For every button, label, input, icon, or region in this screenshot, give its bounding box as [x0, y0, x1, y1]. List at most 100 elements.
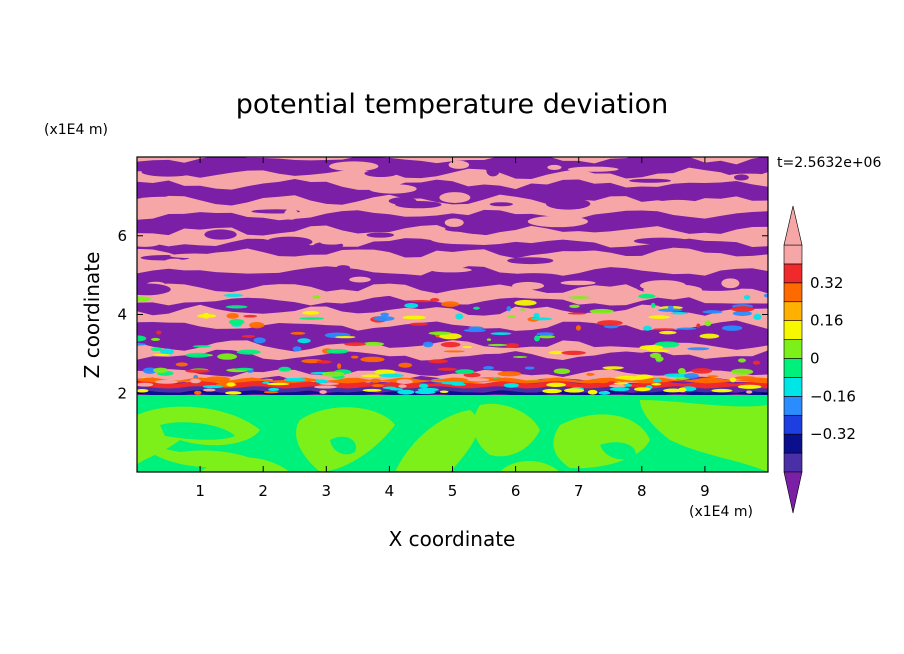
- field-filament: [497, 371, 521, 377]
- x-axis-label: X coordinate: [389, 527, 516, 551]
- inversion-filament: [542, 388, 562, 394]
- colorbar-segment: [783, 244, 803, 265]
- field-band-positive: [137, 247, 768, 277]
- x-tick-label: 3: [322, 482, 332, 500]
- inversion-filament: [729, 377, 737, 383]
- field-band-positive: [137, 283, 768, 306]
- field-filament: [361, 374, 384, 378]
- x-tick-label: 1: [195, 482, 205, 500]
- field-filament: [302, 310, 320, 315]
- field-filament: [443, 350, 465, 353]
- inversion-filament: [651, 383, 662, 386]
- field-filament: [226, 312, 239, 319]
- colorbar-segment: [783, 320, 803, 340]
- field-filament: [292, 346, 302, 352]
- inversion-filament: [189, 378, 201, 384]
- field-filament: [463, 328, 486, 333]
- field-filament: [731, 368, 754, 375]
- field-blob: [366, 232, 394, 238]
- field-filament: [589, 308, 614, 314]
- field-filament: [290, 331, 306, 335]
- inversion-filament: [503, 383, 519, 388]
- inversion-filament: [203, 388, 216, 392]
- field-blob: [502, 273, 566, 283]
- field-filament: [602, 366, 624, 370]
- field-blob: [266, 236, 313, 248]
- field-filament: [192, 345, 211, 348]
- x-tick-label: 9: [700, 482, 710, 500]
- field-filament: [538, 335, 556, 339]
- field-filament: [362, 341, 385, 347]
- field-plume: [395, 410, 479, 472]
- colorbar-under-arrow: [783, 471, 803, 514]
- field-island: [330, 436, 356, 455]
- field-filament: [153, 367, 169, 373]
- field-blob: [560, 280, 596, 286]
- field-filament: [455, 313, 464, 320]
- inversion-filament: [319, 382, 340, 385]
- inversion-filament: [418, 383, 429, 389]
- x-tick-label: 4: [385, 482, 395, 500]
- plot-area: [137, 157, 768, 472]
- inversion-filament: [154, 379, 178, 384]
- field-filament: [437, 367, 458, 371]
- field-filament: [223, 293, 244, 297]
- field-filament: [696, 323, 701, 328]
- field-filament: [335, 335, 356, 339]
- inversion-filament: [226, 382, 236, 387]
- colorbar-label: −0.32: [810, 425, 856, 443]
- field-filament: [567, 312, 587, 315]
- field-blob: [628, 178, 672, 183]
- field-filament: [243, 314, 258, 318]
- inversion-filament: [609, 387, 630, 392]
- x-tick-label: 5: [448, 482, 458, 500]
- inversion-band: [137, 377, 768, 397]
- colorbar-segment: [783, 396, 803, 416]
- inversion-filament: [467, 378, 490, 382]
- inversion-filament: [613, 382, 629, 385]
- x-tick-label: 7: [574, 482, 584, 500]
- field-filament: [505, 343, 520, 348]
- field-filament: [380, 312, 389, 317]
- field-filament: [707, 375, 719, 378]
- field-blob: [137, 236, 163, 247]
- field-blob: [284, 208, 299, 220]
- y-tick-label: 4: [117, 306, 127, 324]
- field-filament: [753, 313, 762, 320]
- y-axis-label: Z coordinate: [80, 252, 104, 379]
- field-filament: [473, 306, 480, 310]
- field-filament: [514, 299, 537, 306]
- colorbar-label: −0.16: [810, 387, 856, 405]
- inversion-filament: [737, 384, 762, 389]
- field-filament: [235, 367, 254, 371]
- colorbar-segment: [783, 414, 803, 435]
- inversion-filament: [263, 391, 279, 394]
- field-blob: [163, 258, 185, 266]
- field-blob: [444, 218, 464, 228]
- field-filament: [487, 343, 508, 347]
- field-filament: [743, 294, 751, 300]
- field-filament: [655, 356, 664, 362]
- inversion-filament: [266, 382, 290, 386]
- field-blob: [252, 291, 278, 296]
- inversion-filament: [598, 391, 611, 395]
- inversion-filament: [440, 381, 465, 385]
- field-blob: [721, 278, 740, 289]
- field-filament: [667, 305, 674, 310]
- inversion-filament: [711, 388, 733, 393]
- colorbar-segment: [783, 433, 803, 454]
- field-filament: [687, 347, 710, 351]
- field-blob: [204, 229, 237, 240]
- field-plume: [200, 457, 290, 472]
- field-filament: [650, 302, 656, 309]
- x-tick-label: 8: [637, 482, 647, 500]
- inversion-filament: [225, 391, 242, 395]
- field-filament: [676, 327, 697, 330]
- field-filament: [506, 305, 512, 312]
- time-label: t=2.5632e+06: [777, 155, 881, 171]
- field-blob: [336, 265, 351, 271]
- inversion-filament: [370, 378, 382, 383]
- field-filament: [326, 348, 349, 354]
- field-filament: [569, 304, 580, 309]
